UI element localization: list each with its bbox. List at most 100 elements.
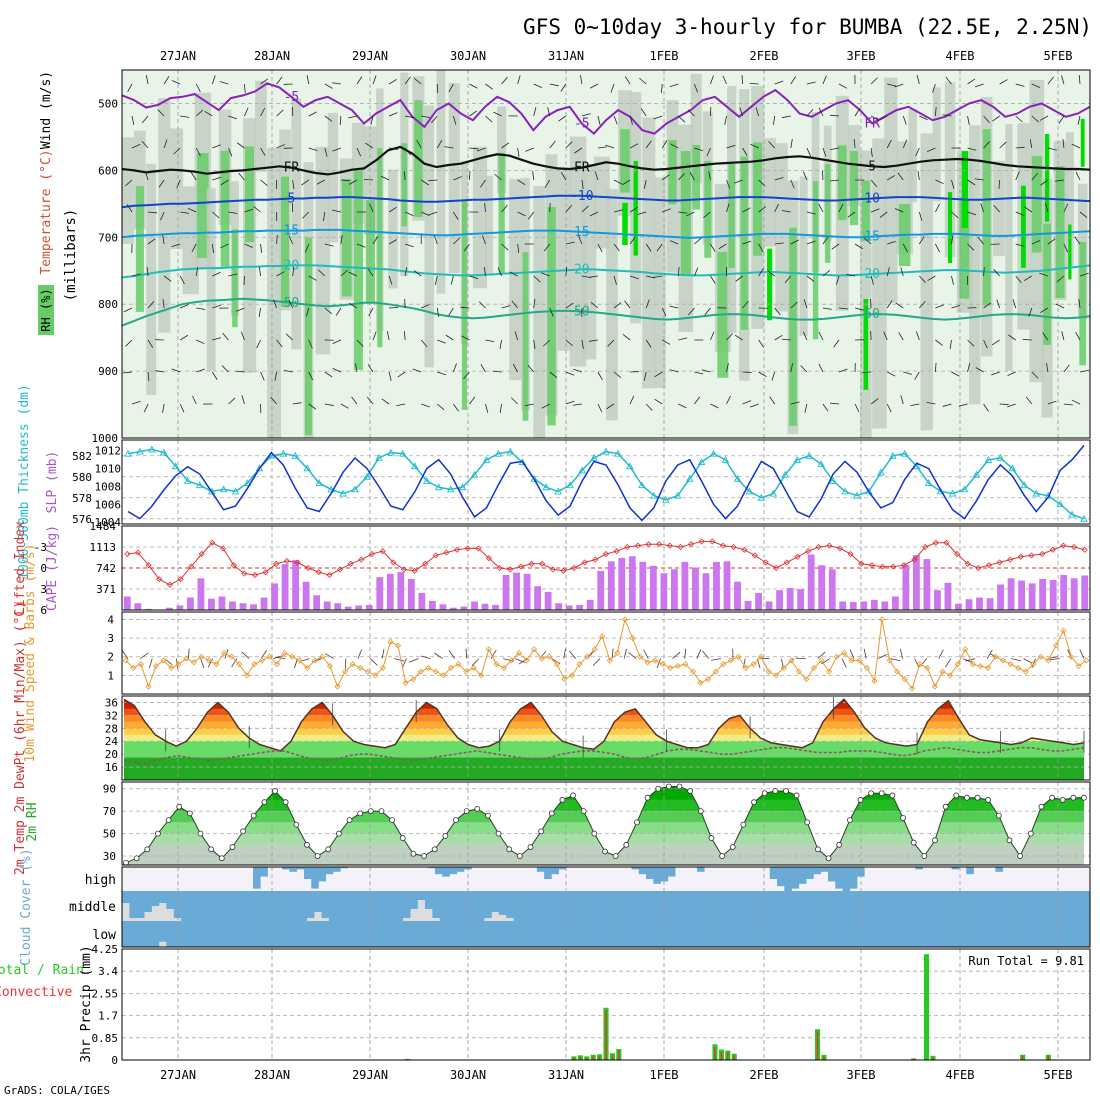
wind-barb [388, 371, 392, 381]
wind-barb [639, 77, 647, 85]
cloud-cell-middle [277, 891, 285, 921]
cloud-cell-middle [491, 891, 500, 912]
wind-barb [967, 339, 975, 347]
cloud-cell-middle [772, 891, 780, 921]
wind-barb-10m [275, 657, 286, 659]
wind-barb [1022, 339, 1032, 341]
cloud-cell-low [993, 921, 1002, 947]
cloud-cell-low [136, 921, 145, 947]
wind-barb [1039, 115, 1049, 121]
wind-barb [774, 80, 784, 85]
wind-barb [306, 75, 310, 85]
cape-bar [365, 604, 373, 610]
wind-barb [724, 115, 727, 125]
rh-band [126, 833, 1084, 845]
wind-barb [388, 112, 398, 117]
li-axis-label: Lifted Index [13, 521, 28, 615]
wind-barb [742, 147, 748, 156]
li-point [411, 567, 418, 574]
panel-frame [121, 69, 1091, 439]
wind-barb-10m [394, 658, 405, 662]
rh-point [932, 837, 938, 844]
wind-barb [822, 75, 827, 85]
cloud-cell-middle [735, 891, 744, 921]
isotherm-label: 5 [868, 159, 876, 174]
rh-point [772, 788, 779, 794]
rh-region [158, 98, 171, 333]
wind-barb [274, 371, 278, 381]
wind-barb [497, 267, 502, 277]
wind-barb [589, 211, 599, 217]
li-point [709, 538, 716, 545]
thickness-point [530, 474, 539, 482]
wind-barb [918, 211, 923, 221]
thickness-point [769, 489, 778, 497]
date-label-top: 29JAN [352, 49, 388, 63]
wind-barb [324, 115, 333, 122]
cape-bar [1049, 580, 1057, 610]
cape-bar [428, 600, 436, 610]
cloud-cell-high [282, 867, 290, 870]
wind-point [190, 659, 197, 666]
wind-point [962, 646, 969, 653]
cloud-cell-middle [572, 891, 581, 921]
cloud-cell-low [328, 921, 337, 947]
wind-barb [514, 331, 519, 341]
wind-barb [260, 147, 266, 156]
wind-barb [348, 271, 358, 277]
wind-barb [1012, 299, 1017, 309]
li-point [794, 553, 801, 560]
cape-bar [828, 569, 836, 610]
isotherm-label: -10 [570, 189, 593, 204]
thickness-point [984, 456, 993, 463]
cloud-cell-middle [255, 891, 263, 921]
wind-barb [436, 307, 440, 317]
wind-barb [421, 211, 430, 217]
wind-barb [335, 307, 342, 316]
temp-band [124, 708, 1084, 716]
thickness-tick: 576 [72, 513, 92, 526]
thickness-point [183, 477, 192, 484]
wind-barb [992, 115, 1000, 122]
thickness-point [255, 464, 264, 472]
li-point [964, 560, 971, 567]
wind-point [727, 657, 734, 664]
thickness-point [1020, 481, 1029, 489]
wind-barb-10m [551, 658, 561, 664]
isotherm-label: -5 [574, 117, 590, 132]
wind-barb [977, 236, 984, 245]
wind-axis-label: 10m Wind Speed & Barbs (m/s) [23, 543, 38, 762]
wind-tick: 4 [107, 613, 114, 626]
cloud-cell-middle [683, 891, 692, 921]
wind-barb [1074, 236, 1081, 245]
thickness-point [554, 487, 562, 495]
rh-region [485, 175, 494, 275]
cape-bar [292, 560, 300, 610]
wind-barb [653, 115, 663, 120]
panel-frame [121, 781, 1091, 866]
wind-barb [999, 403, 1009, 405]
cloud-cell-low [698, 921, 707, 947]
wind-point [591, 646, 598, 653]
precip-total-label: Total / Rain [0, 963, 84, 978]
cloud-cell-middle [535, 891, 544, 921]
cape-bar [702, 573, 710, 610]
temp-band [124, 699, 1084, 709]
rh-point [1081, 794, 1087, 801]
li-point [156, 576, 163, 583]
cloud-cell-low [358, 921, 367, 947]
li-point [762, 559, 769, 566]
cape-tick: 371 [96, 583, 116, 596]
cloud-cell-high [551, 867, 559, 875]
wind-barb [1071, 399, 1081, 405]
wind-point [629, 635, 636, 642]
thickness-point [446, 485, 455, 493]
wind-barb [613, 115, 618, 125]
wind-barb [143, 403, 149, 413]
wind-barb [162, 235, 165, 245]
wind-barb [212, 304, 221, 309]
li-point [719, 542, 727, 549]
temp-tick: 36 [105, 696, 118, 709]
wind-barb [902, 139, 908, 149]
